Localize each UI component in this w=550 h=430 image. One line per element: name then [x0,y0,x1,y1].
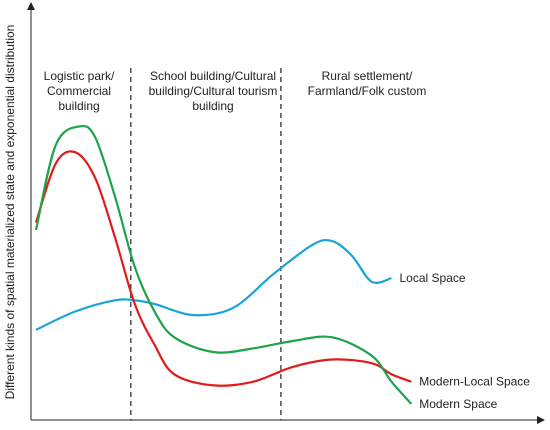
series-line-local-space [35,238,392,331]
series-label-modern-local-space: Modern-Local Space [419,375,530,389]
series-label-local-space: Local Space [400,271,466,285]
series-label-modern-space: Modern Space [419,397,497,411]
region-label-3-line-1: Rural settlement/ [322,69,413,83]
y-axis-label: Different kinds of spatial materialized … [3,25,17,400]
region-dividers [130,68,282,420]
series-line-modern-local-space [34,150,412,387]
series-curves [34,124,413,405]
region-label-3-line-2: Farmland/Folk custom [308,84,427,98]
region-label-1-line-2: Commercial [47,84,111,98]
series-line-modern-space [34,124,413,405]
region-label-2-line-3: building [192,99,233,113]
region-label-1-line-1: Logistic park/ [44,69,115,83]
series-labels: Local Space Modern-Local Space Modern Spac… [400,271,531,411]
region-label-2-line-2: building/Cultural tourism [149,84,278,98]
region-label-1-line-3: building [58,99,99,113]
region-label-2-line-1: School building/Cultural [150,69,276,83]
